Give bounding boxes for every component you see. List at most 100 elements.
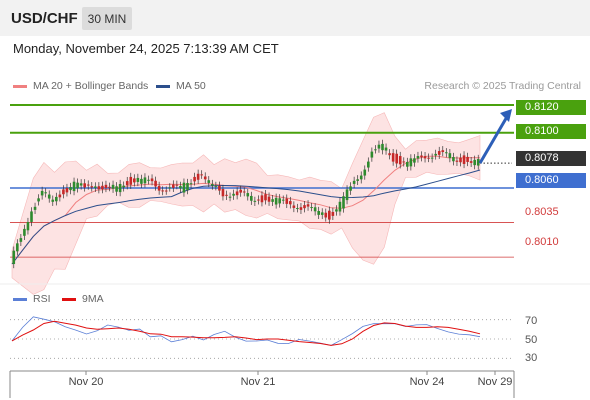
candle-body — [33, 206, 37, 210]
level-tag-0.8010: 0.8010 — [525, 236, 559, 248]
candles — [12, 139, 480, 269]
candle-body — [111, 184, 115, 189]
level-tag-0.8100: 0.8100 — [516, 124, 586, 139]
legend-rsi: RSI — [13, 293, 51, 305]
candle-body — [469, 161, 473, 163]
candle-body — [310, 207, 313, 209]
candle-body — [331, 211, 335, 216]
candle-body — [143, 177, 147, 184]
candle-body — [97, 186, 101, 190]
candle-body — [12, 250, 16, 265]
candle-body — [203, 176, 207, 180]
candle-body — [299, 207, 303, 210]
candle-body — [104, 184, 108, 189]
candle-body — [129, 176, 133, 185]
candle-body — [289, 201, 292, 205]
candle-body — [257, 199, 260, 201]
candle-body — [267, 196, 271, 202]
legend-swatch-rsi — [13, 297, 27, 301]
candle-body — [274, 197, 278, 205]
candle-body — [235, 191, 239, 196]
forecast-arrow — [478, 109, 512, 164]
candle-body — [260, 195, 264, 203]
candle-body — [83, 183, 86, 188]
candle-body — [342, 196, 345, 209]
candle-body — [65, 188, 69, 193]
candle-body — [44, 192, 47, 194]
candle-body — [271, 199, 274, 202]
candle-body — [172, 184, 175, 188]
level-tag-0.8120: 0.8120 — [516, 100, 586, 115]
candle-body — [335, 209, 338, 212]
timestamp: Monday, November 24, 2025 7:13:39 AM CET — [13, 41, 279, 56]
candle-body — [118, 184, 122, 193]
candle-body — [402, 161, 406, 163]
candle-body — [225, 194, 228, 196]
candle-body — [338, 201, 342, 212]
candle-body — [154, 180, 157, 187]
candle-body — [175, 184, 179, 186]
legend-label-rsi: RSI — [33, 293, 51, 305]
candle-body — [136, 177, 140, 182]
candle-body — [69, 187, 72, 191]
ma50-line — [11, 169, 481, 265]
candle-body — [427, 157, 430, 159]
candle-body — [356, 179, 359, 181]
candle-body — [239, 189, 242, 193]
candle-body — [150, 178, 154, 182]
timeframe-badge[interactable]: 30 MIN — [82, 7, 132, 30]
legend-label-bollinger: MA 20 + Bollinger Bands — [33, 80, 149, 92]
candle-body — [157, 185, 161, 191]
candle-body — [228, 196, 232, 198]
rsi-line — [11, 316, 481, 346]
candle-body — [462, 155, 466, 164]
level-tag-0.8060: 0.8060 — [516, 173, 586, 188]
candle-body — [377, 144, 381, 149]
candle-body — [125, 181, 129, 186]
candle-body — [193, 176, 196, 182]
candle-body — [26, 222, 30, 231]
candle-body — [306, 204, 310, 207]
candle-body — [292, 205, 296, 208]
legend-ma50: MA 50 — [156, 80, 206, 92]
candle-body — [196, 173, 200, 180]
forecast-arrow-shaft — [478, 114, 510, 164]
candle-body — [313, 207, 317, 212]
x-axis — [0, 283, 590, 398]
legend-9ma: 9MA — [62, 293, 104, 305]
rsi-tick-50: 50 — [525, 334, 538, 346]
candle-body — [359, 175, 363, 180]
level-tag-current: 0.8078 — [516, 151, 586, 166]
moving-averages — [11, 155, 481, 265]
candle-body — [232, 193, 235, 196]
instrument-title: USD/CHF — [11, 10, 78, 27]
candle-body — [186, 182, 189, 191]
candle-body — [140, 178, 143, 184]
candle-body — [115, 186, 118, 192]
candle-body — [317, 211, 320, 215]
legend-bollinger: MA 20 + Bollinger Bands — [13, 80, 148, 92]
candle-body — [147, 179, 150, 181]
x-tick-nov21: Nov 21 — [240, 376, 276, 388]
candle-body — [349, 186, 352, 191]
rsi-tick-30: 30 — [525, 352, 538, 364]
candle-body — [423, 156, 427, 159]
candle-body — [161, 190, 164, 192]
legend-label-ma50: MA 50 — [176, 80, 206, 92]
candle-body — [164, 190, 168, 192]
candle-body — [133, 178, 136, 183]
candle-body — [253, 200, 257, 202]
candle-body — [76, 182, 79, 189]
bollinger-bands — [11, 112, 481, 295]
candle-body — [189, 183, 193, 185]
candle-body — [430, 157, 434, 159]
candle-body — [345, 189, 349, 201]
legend-swatch-bollinger — [13, 84, 27, 88]
legend-swatch-9ma — [62, 297, 76, 301]
candle-body — [281, 199, 285, 201]
x-tick-nov29: Nov 29 — [477, 376, 513, 388]
candle-body — [320, 212, 324, 215]
candle-body — [23, 228, 26, 236]
candle-body — [40, 190, 44, 196]
